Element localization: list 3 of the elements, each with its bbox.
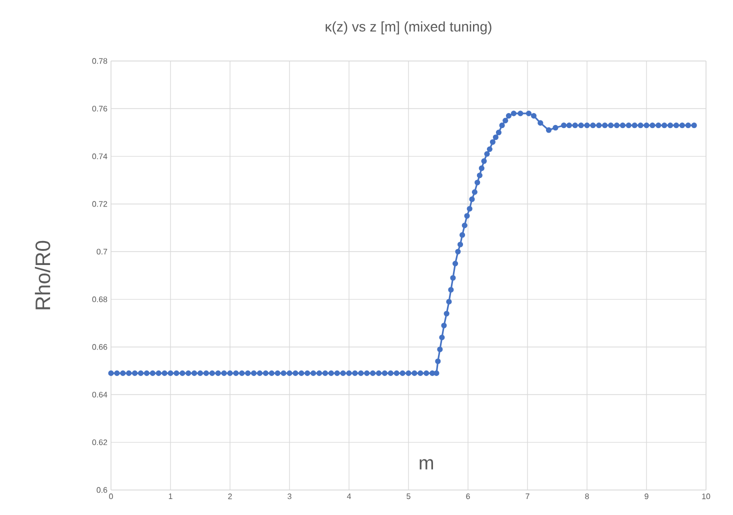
y-axis-title: Rho/R0 — [34, 240, 50, 310]
chart-title: κ(z) vs z [m] (mixed tuning) — [326, 21, 492, 34]
x-axis-title: m — [420, 459, 433, 470]
